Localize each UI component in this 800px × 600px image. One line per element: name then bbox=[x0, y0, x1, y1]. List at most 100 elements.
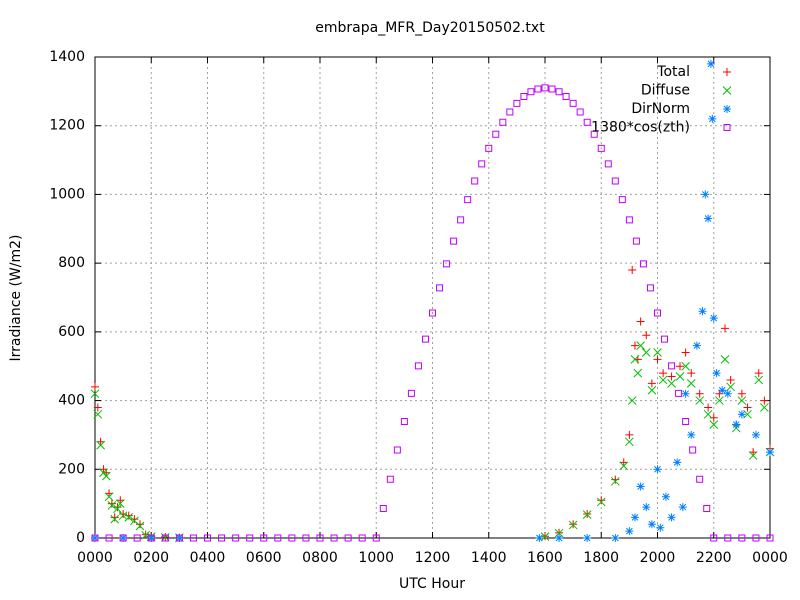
point bbox=[400, 418, 408, 426]
point bbox=[636, 482, 645, 491]
x-tick-label: 1400 bbox=[471, 550, 507, 566]
point bbox=[675, 389, 683, 397]
x-tick-label: 0200 bbox=[133, 550, 169, 566]
point bbox=[386, 475, 394, 483]
y-tick-label: 1200 bbox=[49, 118, 85, 134]
point bbox=[737, 389, 746, 398]
point bbox=[723, 389, 732, 398]
point bbox=[667, 379, 676, 388]
point bbox=[379, 504, 387, 512]
point bbox=[443, 260, 451, 268]
point bbox=[737, 396, 747, 405]
point bbox=[678, 503, 687, 512]
point bbox=[710, 534, 718, 542]
point bbox=[499, 118, 507, 126]
point bbox=[597, 144, 605, 152]
point bbox=[661, 492, 670, 501]
point bbox=[698, 307, 707, 316]
point bbox=[101, 471, 111, 481]
point bbox=[646, 284, 654, 292]
point bbox=[701, 190, 710, 199]
y-tick-label: 400 bbox=[58, 393, 85, 409]
point bbox=[653, 355, 662, 364]
x-tick-label: 1600 bbox=[527, 550, 563, 566]
point bbox=[718, 386, 727, 395]
point bbox=[752, 534, 760, 542]
point bbox=[703, 409, 713, 419]
point bbox=[175, 534, 184, 542]
y-tick-label: 600 bbox=[58, 324, 85, 340]
point bbox=[667, 513, 676, 522]
x-tick-label: 0000 bbox=[752, 550, 788, 566]
point bbox=[133, 534, 141, 542]
point bbox=[687, 369, 696, 378]
point bbox=[743, 403, 752, 412]
point bbox=[673, 458, 682, 467]
point bbox=[706, 59, 715, 68]
point bbox=[658, 375, 668, 385]
point bbox=[682, 418, 690, 426]
point bbox=[619, 458, 628, 467]
point bbox=[520, 93, 528, 101]
point bbox=[760, 403, 769, 412]
point bbox=[513, 99, 521, 107]
point bbox=[630, 354, 640, 364]
x-tick-label: 0600 bbox=[246, 550, 282, 566]
y-tick-label: 1400 bbox=[49, 49, 85, 65]
point bbox=[147, 534, 155, 542]
point bbox=[667, 372, 676, 381]
point bbox=[485, 144, 493, 152]
point bbox=[582, 510, 592, 519]
point bbox=[766, 534, 774, 542]
point bbox=[732, 420, 741, 429]
point bbox=[675, 372, 685, 381]
point bbox=[695, 389, 704, 398]
point bbox=[161, 534, 169, 542]
point bbox=[642, 503, 651, 512]
point bbox=[104, 492, 114, 502]
point bbox=[124, 513, 134, 522]
point bbox=[610, 476, 620, 486]
legend-label: 1380*cos(zth) bbox=[591, 120, 690, 136]
point bbox=[703, 504, 711, 512]
point bbox=[492, 130, 500, 138]
point bbox=[260, 534, 268, 542]
point bbox=[726, 382, 735, 392]
point bbox=[721, 324, 729, 333]
point bbox=[105, 489, 114, 498]
point bbox=[636, 317, 645, 326]
point bbox=[135, 521, 145, 531]
point bbox=[632, 237, 640, 245]
point bbox=[548, 85, 556, 93]
point bbox=[631, 513, 639, 522]
point bbox=[569, 99, 577, 107]
point bbox=[93, 409, 103, 419]
point bbox=[708, 114, 717, 123]
point bbox=[709, 314, 718, 323]
point bbox=[604, 160, 612, 168]
point bbox=[110, 514, 120, 524]
point bbox=[748, 451, 758, 460]
point bbox=[540, 532, 550, 541]
point bbox=[639, 260, 647, 268]
point bbox=[654, 309, 661, 317]
point bbox=[189, 534, 197, 542]
point bbox=[204, 534, 211, 542]
point bbox=[372, 534, 380, 542]
point bbox=[288, 534, 296, 542]
point bbox=[478, 160, 486, 168]
point bbox=[766, 448, 774, 457]
point bbox=[681, 389, 690, 398]
point bbox=[642, 331, 651, 340]
point bbox=[527, 88, 535, 96]
point bbox=[738, 534, 746, 542]
legend-marker bbox=[722, 86, 732, 95]
point bbox=[668, 362, 676, 370]
point bbox=[91, 534, 99, 542]
point bbox=[534, 85, 542, 93]
point bbox=[118, 511, 128, 521]
point bbox=[414, 362, 422, 370]
point bbox=[681, 348, 690, 357]
point bbox=[689, 446, 697, 454]
